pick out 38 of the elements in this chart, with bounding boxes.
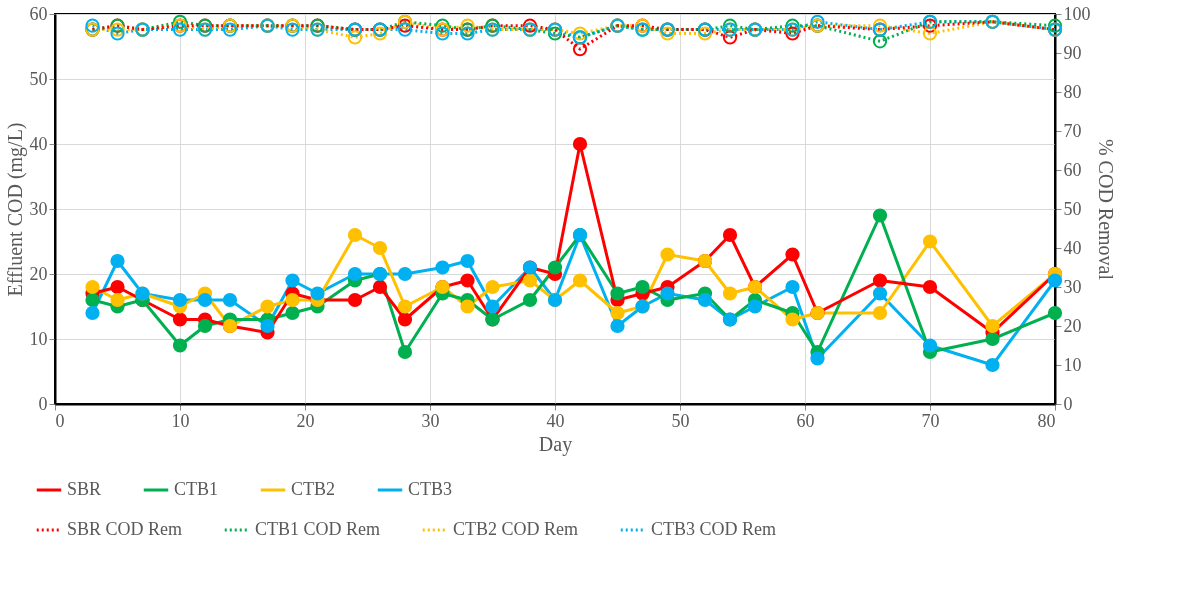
x-tick-label: 40 bbox=[546, 410, 565, 431]
x-tick-label: 50 bbox=[671, 410, 690, 431]
y2-tick-label: 50 bbox=[1063, 198, 1082, 219]
y2-tick-label: 30 bbox=[1063, 276, 1082, 297]
y-tick-label: 40 bbox=[29, 133, 48, 154]
y2-tick-label: 100 bbox=[1063, 3, 1091, 24]
x-axis-title: Day bbox=[538, 432, 573, 456]
y2-tick-label: 90 bbox=[1063, 42, 1082, 63]
y2-tick-label: 0 bbox=[1063, 393, 1073, 414]
y-tick-label: 30 bbox=[29, 198, 48, 219]
legend-label: SBR COD Rem bbox=[67, 519, 183, 539]
y-tick-label: 50 bbox=[29, 68, 48, 89]
legend-label: CTB3 COD Rem bbox=[651, 519, 777, 539]
legend-label: CTB3 bbox=[408, 479, 453, 499]
y2-tick-label: 80 bbox=[1063, 81, 1082, 102]
x-tick-label: 60 bbox=[796, 410, 815, 431]
y2-tick-label: 60 bbox=[1063, 159, 1082, 180]
y-tick-label: 20 bbox=[29, 263, 48, 284]
x-tick-label: 80 bbox=[1037, 410, 1056, 431]
legend-label: CTB1 COD Rem bbox=[255, 519, 381, 539]
legend-label: CTB2 COD Rem bbox=[453, 519, 579, 539]
y2-tick-label: 20 bbox=[1063, 315, 1082, 336]
x-tick-label: 0 bbox=[55, 410, 65, 431]
x-tick-label: 10 bbox=[171, 410, 190, 431]
x-tick-label: 70 bbox=[921, 410, 940, 431]
y2-tick-label: 40 bbox=[1063, 237, 1082, 258]
x-tick-label: 20 bbox=[296, 410, 315, 431]
legend-label: CTB1 bbox=[174, 479, 219, 499]
y-tick-label: 10 bbox=[29, 328, 48, 349]
x-tick-label: 30 bbox=[421, 410, 440, 431]
y2-tick-label: 10 bbox=[1063, 354, 1082, 375]
y-tick-label: 60 bbox=[29, 3, 48, 24]
legend-label: SBR bbox=[67, 479, 102, 499]
y-tick-label: 0 bbox=[38, 393, 48, 414]
y2-axis-title: % COD Removal bbox=[1094, 138, 1117, 281]
y-axis-title: Effluent COD (mg/L) bbox=[3, 122, 27, 297]
y2-tick-label: 70 bbox=[1063, 120, 1082, 141]
legend-label: CTB2 bbox=[291, 479, 336, 499]
